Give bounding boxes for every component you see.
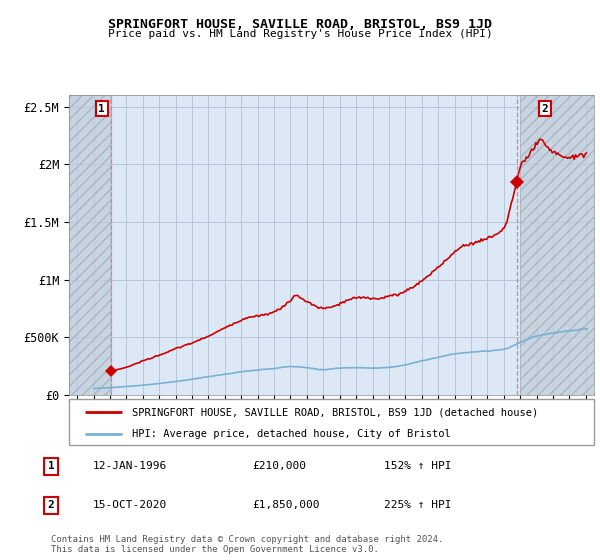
Bar — [69, 95, 110, 395]
Text: 15-OCT-2020: 15-OCT-2020 — [93, 501, 167, 510]
Text: £1,850,000: £1,850,000 — [252, 501, 320, 510]
FancyBboxPatch shape — [69, 399, 594, 445]
Text: Contains HM Land Registry data © Crown copyright and database right 2024.
This d: Contains HM Land Registry data © Crown c… — [51, 535, 443, 554]
Text: SPRINGFORT HOUSE, SAVILLE ROAD, BRISTOL, BS9 1JD: SPRINGFORT HOUSE, SAVILLE ROAD, BRISTOL,… — [108, 18, 492, 31]
Text: SPRINGFORT HOUSE, SAVILLE ROAD, BRISTOL, BS9 1JD (detached house): SPRINGFORT HOUSE, SAVILLE ROAD, BRISTOL,… — [132, 407, 538, 417]
Text: Price paid vs. HM Land Registry's House Price Index (HPI): Price paid vs. HM Land Registry's House … — [107, 29, 493, 39]
Text: 1: 1 — [47, 461, 55, 471]
Text: 225% ↑ HPI: 225% ↑ HPI — [384, 501, 452, 510]
Text: 12-JAN-1996: 12-JAN-1996 — [93, 461, 167, 471]
Text: 2: 2 — [47, 501, 55, 510]
Text: 2: 2 — [541, 104, 548, 114]
Bar — [520, 95, 594, 395]
Text: £210,000: £210,000 — [252, 461, 306, 471]
Text: 1: 1 — [98, 104, 105, 114]
Text: 152% ↑ HPI: 152% ↑ HPI — [384, 461, 452, 471]
Text: HPI: Average price, detached house, City of Bristol: HPI: Average price, detached house, City… — [132, 429, 451, 438]
